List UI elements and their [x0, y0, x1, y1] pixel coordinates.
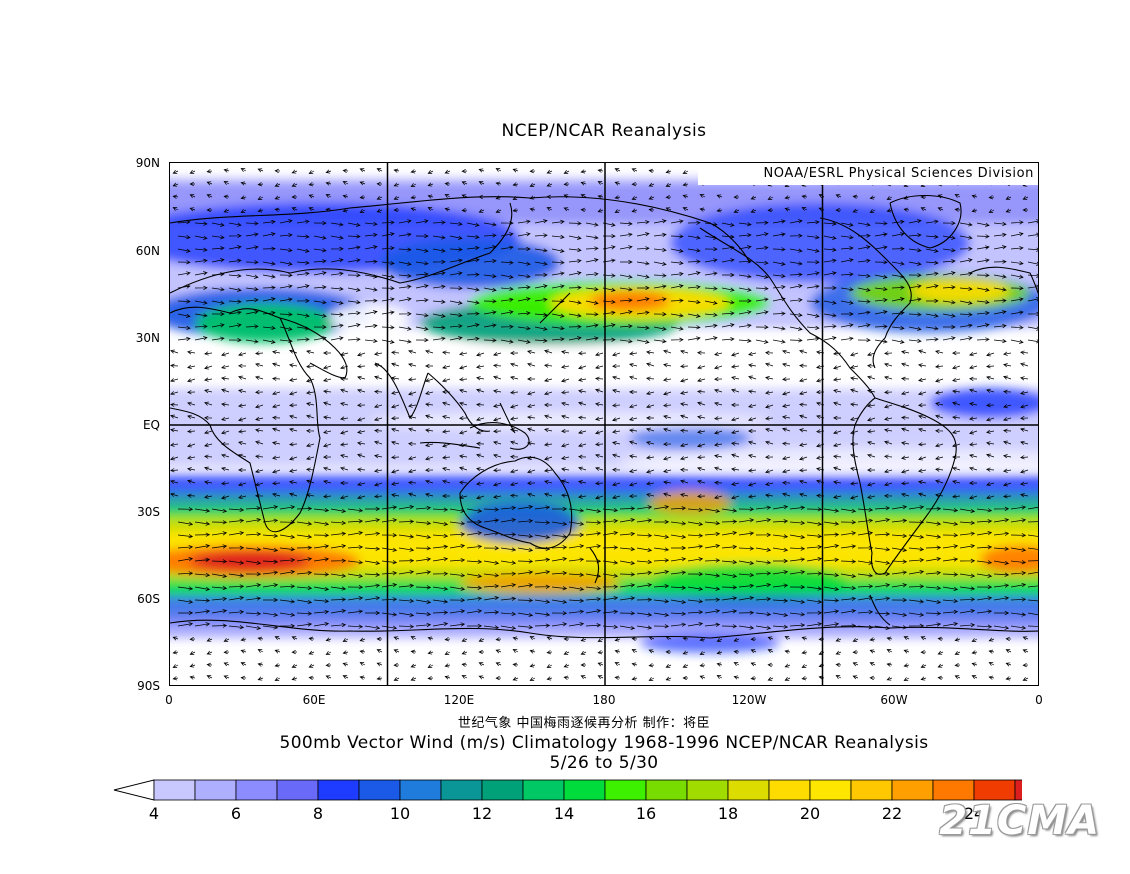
- colorbar-segment: [809, 779, 852, 801]
- lat-label: 30S: [137, 505, 160, 519]
- colorbar-segment: [235, 779, 278, 801]
- colorbar-segment: [276, 779, 319, 801]
- watermark-logo: 21CMA: [939, 798, 1100, 844]
- lon-label: 120E: [443, 693, 475, 707]
- wind-speed-blob: [310, 346, 710, 370]
- wind-speed-field: [170, 163, 1038, 685]
- colorbar-under-arrow: [113, 779, 155, 801]
- colorbar-tick-label: 12: [471, 804, 493, 823]
- chart-title: NCEP/NCAR Reanalysis: [501, 121, 707, 141]
- lat-label: 30N: [135, 331, 160, 345]
- colorbar-segment: [317, 779, 360, 801]
- lat-label: 60N: [135, 244, 160, 258]
- wind-speed-blob: [460, 573, 620, 593]
- wind-map: NOAA/ESRL Physical Sciences Division: [169, 162, 1039, 686]
- lat-label: 60S: [137, 592, 160, 606]
- colorbar-segment: [932, 779, 975, 801]
- colorbar: [113, 779, 1022, 801]
- colorbar-tick-label: 24: [963, 804, 985, 823]
- wind-arrow-set: [170, 168, 1038, 681]
- subtitle-line-2: 5/26 to 5/30: [549, 753, 659, 773]
- lon-label: 0: [165, 693, 173, 707]
- wind-speed-blob: [980, 545, 1038, 573]
- colorbar-segment: [522, 779, 565, 801]
- wind-speed-blob: [640, 633, 780, 653]
- colorbar-tick-label: 6: [230, 804, 242, 823]
- colorbar-segment: [604, 779, 647, 801]
- colorbar-tick-label: 20: [799, 804, 821, 823]
- colorbar-tick-label: 4: [148, 804, 160, 823]
- wind-speed-blob: [380, 238, 560, 288]
- wind-speed-blob: [370, 413, 770, 429]
- colorbar-segment: [440, 779, 483, 801]
- subtitle-line-1: 500mb Vector Wind (m/s) Climatology 1968…: [279, 733, 929, 753]
- wind-speed-blob: [460, 503, 580, 543]
- credit-label: NOAA/ESRL Physical Sciences Division: [698, 163, 1038, 185]
- lat-label: 90N: [135, 156, 160, 170]
- colorbar-segment: [973, 779, 1016, 801]
- colorbar-segment: [768, 779, 811, 801]
- colorbar-segment: [645, 779, 688, 801]
- author-line: 世纪气象 中国梅雨逐候再分析 制作：将臣: [457, 716, 711, 731]
- wind-speed-blob: [910, 279, 1010, 303]
- wind-speed-blob: [930, 388, 1038, 418]
- colorbar-tick-label: 16: [635, 804, 657, 823]
- colorbar-tick-label: 22: [881, 804, 903, 823]
- wind-speed-blob: [190, 551, 310, 571]
- colorbar-tick-label: 10: [389, 804, 411, 823]
- lon-label: 120W: [731, 693, 767, 707]
- wind-speed-blob: [670, 203, 970, 283]
- colorbar-tick-label: 18: [717, 804, 739, 823]
- colorbar-segment: [1014, 779, 1022, 801]
- lon-label: 60W: [880, 693, 908, 707]
- colorbar-segment: [727, 779, 770, 801]
- colorbar-segment: [686, 779, 729, 801]
- colorbar-segment: [153, 779, 196, 801]
- lon-label: 60E: [302, 693, 326, 707]
- colorbar-segment: [481, 779, 524, 801]
- colorbar-tick-label: 8: [312, 804, 324, 823]
- wind-speed-blob: [330, 304, 410, 332]
- lat-label: 90S: [137, 679, 160, 693]
- lat-lon-gridlines: [170, 163, 1038, 685]
- colorbar-segment: [399, 779, 442, 801]
- colorbar-segment: [194, 779, 237, 801]
- lat-label: EQ: [142, 418, 160, 432]
- wind-speed-blob: [195, 303, 335, 343]
- wind-speed-blob: [650, 491, 730, 515]
- colorbar-segment: [850, 779, 893, 801]
- lon-label: 0: [1035, 693, 1043, 707]
- colorbar-tick-label: 14: [553, 804, 575, 823]
- wind-speed-blob: [620, 449, 1038, 473]
- colorbar-segment: [563, 779, 606, 801]
- wind-vectors: [170, 168, 1038, 681]
- wind-speed-blob: [540, 363, 940, 393]
- lon-label: 180: [592, 693, 616, 707]
- colorbar-segment: [891, 779, 934, 801]
- colorbar-segment: [358, 779, 401, 801]
